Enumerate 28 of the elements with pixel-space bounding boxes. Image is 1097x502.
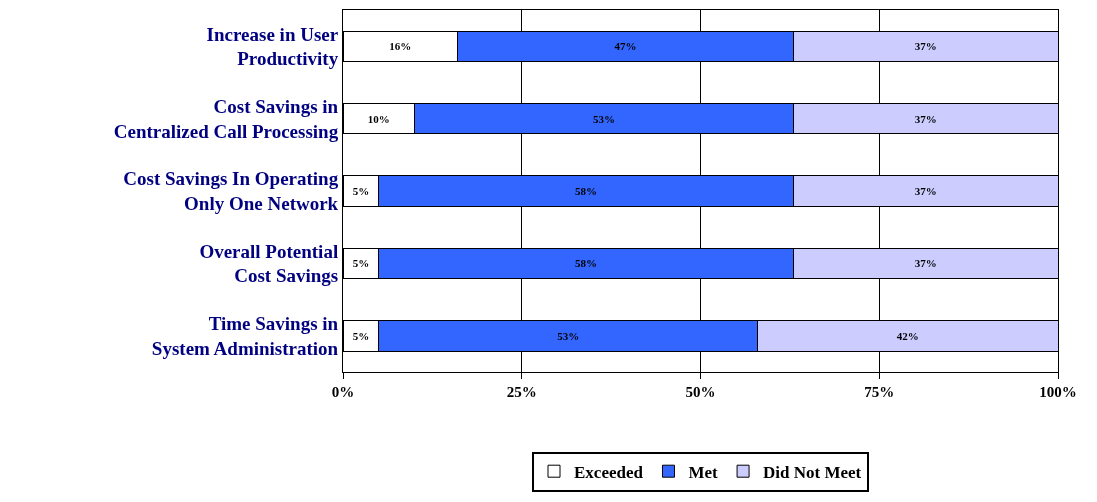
data-label: 5% (352, 185, 370, 197)
legend-label: Met (688, 462, 719, 482)
data-label: 47% (614, 40, 637, 53)
data-label: 37% (914, 257, 937, 270)
data-label: 58% (575, 185, 598, 197)
data-label: 5% (352, 329, 370, 342)
legend-label: Did Not Meet (763, 462, 862, 482)
y-tick-label: Cost Savings In Operating Only One Network (123, 168, 339, 214)
x-tick-label: 100% (1039, 384, 1077, 400)
data-label: 5% (352, 257, 370, 270)
legend-label: Exceeded (574, 462, 644, 482)
data-label: 58% (575, 257, 598, 270)
y-tick-label: Increase in User Productivity (206, 23, 339, 70)
x-tick-label: 50% (685, 384, 716, 400)
data-label: 37% (914, 185, 937, 197)
data-label: 10% (367, 112, 390, 125)
data-label: 16% (389, 40, 412, 53)
data-label: 37% (914, 112, 937, 125)
x-tick-label: 25% (506, 384, 537, 400)
y-tick-label: Time Savings in System Administration (151, 313, 339, 359)
data-label: 53% (592, 112, 615, 125)
x-tick-label: 75% (864, 384, 895, 400)
y-tick-label: Cost Savings in Centralized Call Processing (113, 95, 339, 142)
data-label: 42% (896, 329, 919, 342)
y-tick-label: Overall Potential Cost Savings (199, 240, 339, 287)
data-label: 53% (557, 329, 580, 342)
x-tick-label: 0% (331, 384, 355, 400)
data-label: 37% (914, 40, 937, 53)
